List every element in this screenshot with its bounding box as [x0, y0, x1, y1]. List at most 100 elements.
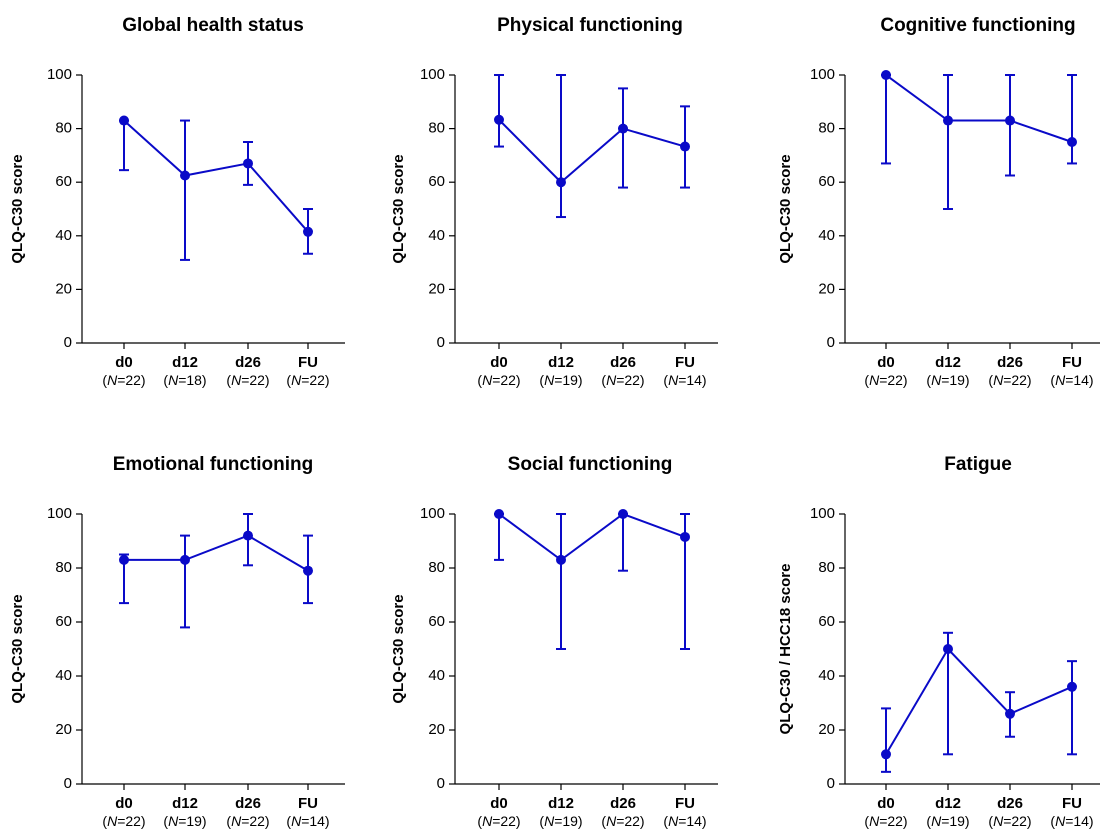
data-point [180, 170, 190, 181]
x-tick-n-label: (N=14) [663, 813, 706, 829]
error-bar [494, 74, 504, 148]
x-tick-n-label: (N=22) [864, 813, 907, 829]
y-tick-label: 100 [420, 505, 445, 522]
x-tick-n-label: (N=22) [477, 372, 520, 388]
data-point [1067, 681, 1077, 692]
x-tick-n-label: (N=22) [226, 813, 269, 829]
y-tick-label: 20 [428, 721, 445, 738]
chart-title: Physical functioning [497, 15, 683, 36]
error-bar [881, 74, 891, 165]
x-tick-n-label: (N=14) [1050, 372, 1093, 388]
x-tick-label: d0 [877, 354, 895, 371]
data-point [881, 70, 891, 80]
y-axis-label: QLQ-C30 score [390, 594, 407, 703]
x-tick-label: d0 [877, 795, 895, 812]
error-bar [180, 119, 190, 261]
y-tick-label: 60 [55, 613, 72, 630]
data-point [303, 226, 313, 237]
y-tick-label: 0 [64, 775, 72, 792]
y-tick-label: 0 [827, 334, 835, 351]
data-point [680, 531, 690, 542]
y-tick-label: 100 [47, 66, 72, 83]
y-tick-label: 0 [437, 334, 445, 351]
y-axis-label: QLQ-C30 score [777, 154, 794, 263]
x-tick-label: d0 [115, 354, 133, 371]
data-point [943, 115, 953, 126]
y-tick-label: 100 [810, 66, 835, 83]
x-tick-label: d12 [548, 795, 574, 812]
y-tick-label: 80 [428, 120, 445, 137]
x-tick-n-label: (N=22) [601, 372, 644, 388]
x-tick-n-label: (N=22) [286, 372, 329, 388]
chart-panel: Physical functioning QLQ-C30 score 0 20 40 60… [390, 15, 718, 388]
x-tick-n-label: (N=14) [286, 813, 329, 829]
y-tick-label: 40 [55, 227, 72, 244]
y-tick-label: 60 [55, 173, 72, 190]
x-tick-label: d26 [610, 354, 636, 371]
x-tick-label: d26 [997, 795, 1023, 812]
chart-panel: Cognitive functioning QLQ-C30 score 0 20 40 6… [777, 15, 1100, 388]
series-line [123, 119, 309, 233]
x-tick-label: FU [1062, 795, 1082, 812]
x-tick-n-label: (N=19) [926, 813, 969, 829]
x-tick-n-label: (N=22) [988, 813, 1031, 829]
error-bar [556, 513, 566, 650]
chart-title: Cognitive functioning [880, 15, 1075, 36]
x-tick-n-label: (N=19) [539, 813, 582, 829]
y-axis-label: QLQ-C30 score [9, 594, 26, 703]
error-bar [618, 87, 628, 189]
x-tick-label: d26 [997, 354, 1023, 371]
x-tick-n-label: (N=22) [988, 372, 1031, 388]
x-tick-n-label: (N=22) [601, 813, 644, 829]
y-tick-label: 20 [428, 280, 445, 297]
y-tick-label: 80 [55, 559, 72, 576]
y-tick-label: 40 [428, 227, 445, 244]
y-tick-label: 60 [818, 173, 835, 190]
data-point [243, 158, 253, 169]
error-bar [1067, 74, 1077, 165]
data-point [303, 565, 313, 576]
error-bar [556, 74, 566, 219]
y-tick-label: 40 [428, 667, 445, 684]
x-tick-label: d12 [548, 354, 574, 371]
x-tick-label: d26 [610, 795, 636, 812]
error-bar [180, 534, 190, 629]
x-tick-label: FU [675, 354, 695, 371]
chart-panel: Fatigue QLQ-C30 / HCC18 score 0 20 40 60 80 100… [777, 454, 1100, 829]
x-tick-n-label: (N=19) [163, 813, 206, 829]
data-point [556, 554, 566, 565]
y-tick-label: 40 [818, 227, 835, 244]
y-tick-label: 60 [428, 173, 445, 190]
chart-panel: Global health status QLQ-C30 score 0 20 40 60… [9, 15, 345, 388]
y-tick-label: 100 [420, 66, 445, 83]
x-tick-n-label: (N=14) [663, 372, 706, 388]
y-tick-label: 0 [827, 775, 835, 792]
data-point [1005, 708, 1015, 719]
error-bar [618, 513, 628, 572]
y-tick-label: 80 [818, 559, 835, 576]
y-tick-label: 20 [818, 280, 835, 297]
y-tick-label: 20 [55, 280, 72, 297]
x-tick-label: FU [675, 795, 695, 812]
data-point [243, 530, 253, 541]
x-tick-n-label: (N=22) [102, 813, 145, 829]
x-tick-n-label: (N=22) [477, 813, 520, 829]
x-tick-n-label: (N=14) [1050, 813, 1093, 829]
error-bar [119, 119, 129, 172]
data-point [119, 115, 129, 126]
error-bar [943, 74, 953, 210]
series-line [498, 512, 686, 562]
y-tick-label: 40 [55, 667, 72, 684]
data-point [680, 141, 690, 152]
x-tick-label: d12 [172, 354, 198, 371]
x-tick-label: FU [1062, 354, 1082, 371]
error-bar [881, 707, 891, 773]
x-tick-n-label: (N=19) [539, 372, 582, 388]
data-point [881, 749, 891, 760]
chart-panel: Social functioning QLQ-C30 score 0 20 40 60 80… [390, 454, 718, 829]
data-point [618, 509, 628, 519]
y-tick-label: 60 [818, 613, 835, 630]
chart-title: Fatigue [944, 454, 1012, 475]
y-tick-label: 0 [437, 775, 445, 792]
